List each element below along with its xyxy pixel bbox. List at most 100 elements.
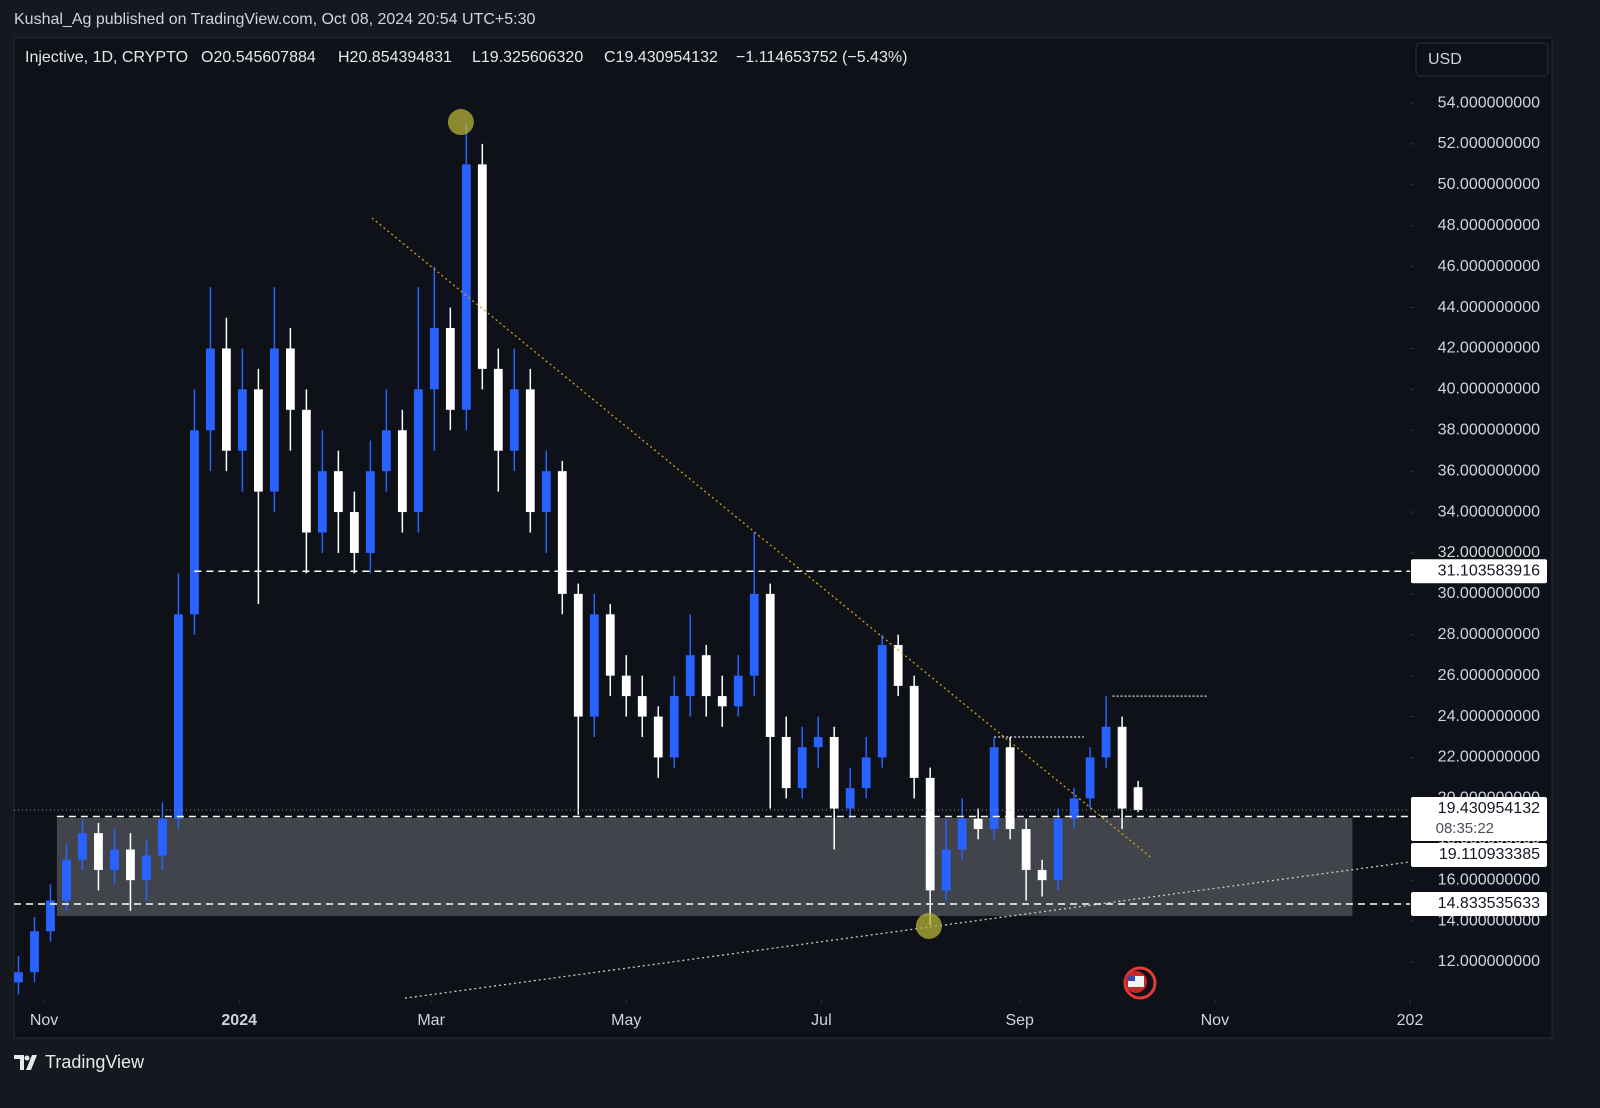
candle-body: [62, 859, 71, 901]
y-tick-label: 46.000000000: [1438, 258, 1540, 275]
y-tick-label: 38.000000000: [1438, 421, 1540, 438]
candle-body: [238, 389, 247, 451]
chart-panel: [13, 37, 1553, 1039]
y-tick-label: 14.000000000: [1438, 912, 1540, 929]
candle-body: [397, 430, 407, 513]
x-tick-label: 2024: [221, 1012, 257, 1029]
candle-body: [493, 368, 503, 451]
ohlc-high: H20.854394831: [338, 49, 452, 66]
candle-body: [269, 348, 279, 492]
candle-body: [477, 164, 487, 369]
marker: [447, 109, 474, 136]
candle-body: [413, 389, 423, 513]
candle-body: [94, 833, 103, 870]
candle-body: [701, 655, 711, 697]
candle-body: [733, 675, 743, 707]
candle-body: [829, 737, 839, 809]
candle-body: [973, 818, 983, 830]
candle-body: [1085, 757, 1095, 799]
candle-body: [765, 593, 775, 738]
candle-body: [941, 849, 951, 891]
level-tag: [1411, 559, 1547, 584]
y-tick-label: 16.000000000: [1438, 871, 1540, 888]
footer-brand: TradingView: [45, 1052, 145, 1072]
x-tick-label: Nov: [30, 1012, 58, 1029]
candle-body: [653, 716, 663, 758]
legend: Injective, 1D, CRYPTO O20.545607884 H20.…: [25, 49, 907, 66]
level-label: 14.833535633: [1438, 895, 1540, 912]
candle-body: [301, 409, 311, 533]
candle-body: [893, 644, 903, 686]
last-price-label: 19.430954132: [1438, 800, 1540, 817]
candle-body: [573, 593, 583, 717]
trendline: [371, 217, 1153, 859]
ohlc-close: C19.430954132: [604, 49, 718, 66]
candle-body: [206, 348, 215, 431]
x-tick-label: Jul: [811, 1012, 831, 1029]
y-tick-label: 28.000000000: [1438, 626, 1540, 643]
y-tick-label: 34.000000000: [1438, 503, 1540, 520]
x-tick-label: Nov: [1201, 1012, 1229, 1029]
y-tick-label: 52.000000000: [1438, 135, 1540, 152]
candle-body: [429, 327, 439, 390]
candle-body: [110, 849, 119, 870]
candle-body: [797, 747, 807, 789]
candle-body: [30, 931, 39, 973]
y-tick-label: 48.000000000: [1438, 217, 1540, 234]
candle-body: [222, 348, 231, 451]
ohlc-low: L19.325606320: [472, 49, 583, 66]
candle-body: [1005, 747, 1015, 830]
candle-body: [589, 614, 599, 717]
y-tick-label: 54.000000000: [1438, 94, 1540, 111]
candle-body: [781, 737, 791, 789]
ohlc-change: −1.114653752 (−5.43%): [736, 49, 907, 66]
candle-body: [365, 471, 375, 553]
candle-body: [845, 788, 855, 809]
publish-bar: Kushal_Ag published on TradingView.com, …: [14, 11, 535, 28]
x-tick-label: May: [611, 1012, 641, 1029]
candle-body: [78, 833, 87, 860]
currency[interactable]: USD: [1428, 51, 1462, 68]
candle-body: [14, 972, 23, 983]
candle-body: [541, 471, 551, 513]
y-tick-label: 30.000000000: [1438, 585, 1540, 602]
marker: [915, 912, 942, 939]
candle-body: [637, 696, 647, 717]
candle-body: [509, 389, 519, 451]
candle-body: [142, 855, 151, 881]
countdown-label: 08:35:22: [1436, 820, 1494, 837]
candle-body: [461, 164, 471, 410]
candle-body: [685, 655, 695, 697]
y-tick-label: 22.000000000: [1438, 749, 1540, 766]
candle-body: [557, 471, 567, 594]
currency-button[interactable]: [1415, 42, 1549, 77]
candle-body: [989, 747, 999, 830]
level-tag: [1411, 842, 1547, 867]
candle-body: [813, 737, 823, 748]
flag-icon: [1123, 966, 1157, 1000]
x-tick-label: Sep: [1005, 1012, 1034, 1029]
candle-body: [1117, 726, 1127, 809]
candle-body: [605, 614, 615, 676]
y-tick-label: 32.000000000: [1438, 544, 1540, 561]
ohlc-open: O20.545607884: [201, 49, 316, 66]
symbol: Injective, 1D, CRYPTO: [25, 49, 188, 66]
candle-body: [1101, 726, 1111, 758]
candle-body: [285, 348, 295, 410]
candle-body: [253, 389, 263, 492]
candle-body: [190, 430, 199, 615]
x-tick-label: 202: [1397, 1012, 1424, 1029]
candle-body: [749, 593, 759, 676]
candle-body: [1069, 798, 1079, 819]
candle-body: [1037, 869, 1047, 881]
y-tick-label: 36.000000000: [1438, 462, 1540, 479]
footer-logo: [14, 1055, 37, 1070]
trendline: [404, 861, 1410, 999]
y-tick-label: 44.000000000: [1438, 299, 1540, 316]
level-label: 31.103583916: [1438, 562, 1540, 579]
level-tag: [1411, 892, 1547, 917]
candle-body: [717, 696, 727, 707]
candle-body: [158, 818, 167, 856]
